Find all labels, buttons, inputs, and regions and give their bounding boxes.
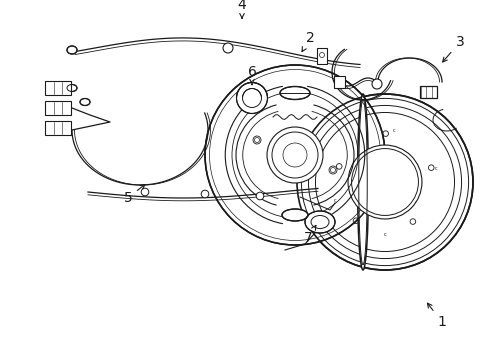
FancyBboxPatch shape [45,81,71,95]
Circle shape [252,136,261,144]
Text: 5: 5 [123,185,144,205]
Circle shape [141,188,148,196]
Circle shape [236,82,267,113]
Ellipse shape [67,46,77,54]
Text: c: c [333,198,336,203]
Ellipse shape [282,209,307,221]
Circle shape [204,65,384,245]
Circle shape [371,79,381,89]
Ellipse shape [67,85,77,91]
FancyBboxPatch shape [45,101,71,115]
Ellipse shape [357,94,368,270]
Text: 1: 1 [427,303,446,329]
Ellipse shape [305,211,334,233]
Ellipse shape [80,99,90,105]
Circle shape [296,94,472,270]
Text: 3: 3 [442,35,464,62]
Circle shape [266,127,323,183]
Text: c: c [434,166,436,171]
Text: c: c [383,232,386,237]
Text: 6: 6 [247,65,256,85]
Circle shape [256,192,263,200]
Circle shape [223,43,232,53]
FancyBboxPatch shape [420,86,437,98]
Text: c: c [392,127,395,132]
Circle shape [347,145,421,219]
FancyBboxPatch shape [45,121,71,135]
Text: 4: 4 [237,0,246,18]
Text: 2: 2 [302,31,314,51]
Text: 7: 7 [303,225,315,245]
FancyBboxPatch shape [316,48,326,64]
Circle shape [201,190,208,198]
Ellipse shape [280,86,309,99]
FancyBboxPatch shape [333,76,345,89]
Circle shape [328,166,336,174]
